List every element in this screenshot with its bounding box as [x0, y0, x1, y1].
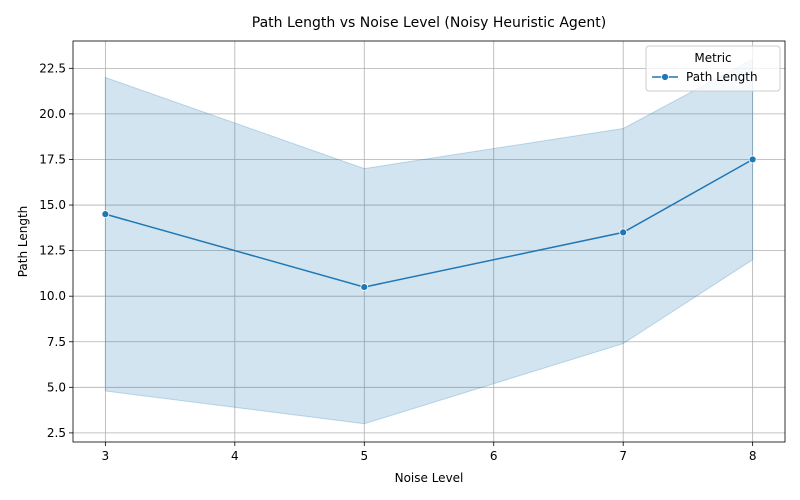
data-point	[748, 155, 757, 164]
legend-series-marker	[661, 73, 669, 81]
x-tick-label: 5	[360, 449, 368, 463]
x-tick-label: 7	[619, 449, 627, 463]
x-axis-ticks: 3 4 5 6 7 8	[102, 442, 757, 463]
series-line	[105, 158, 754, 288]
x-tick-label: 3	[102, 449, 110, 463]
data-point	[360, 283, 369, 291]
series-layer	[101, 155, 757, 291]
legend-title: Metric	[694, 51, 731, 65]
y-tick-label: 22.5	[39, 61, 66, 75]
chart-title: Path Length vs Noise Level (Noisy Heuris…	[252, 15, 606, 31]
y-tick-label: 10.0	[39, 289, 66, 303]
y-axis-label: Path Length	[16, 206, 30, 278]
y-tick-label: 15.0	[39, 198, 66, 212]
grid	[73, 41, 785, 442]
legend-box	[645, 45, 781, 92]
y-tick-label: 12.5	[39, 244, 66, 258]
data-point	[619, 228, 628, 237]
data-point	[101, 210, 110, 219]
y-tick-label: 17.5	[39, 152, 66, 166]
confidence-band	[104, 58, 754, 425]
x-tick-label: 6	[490, 449, 498, 463]
x-tick-label: 4	[231, 449, 239, 463]
y-tick-label: 20.0	[39, 107, 66, 121]
y-tick-label: 7.5	[47, 335, 66, 349]
x-axis-label: Noise Level	[395, 471, 464, 485]
y-tick-label: 5.0	[47, 380, 66, 394]
plot-frame	[72, 40, 786, 443]
y-axis-ticks: 2.5 5.0 7.5 10.0 12.5 15.0 17.5 20.0 22.5	[39, 61, 73, 440]
x-tick-label: 8	[749, 449, 757, 463]
legend-series-label: Path Length	[686, 70, 758, 84]
confidence-band-layer	[104, 58, 754, 425]
legend: Metric Path Length	[645, 45, 781, 92]
y-tick-label: 2.5	[47, 426, 66, 440]
